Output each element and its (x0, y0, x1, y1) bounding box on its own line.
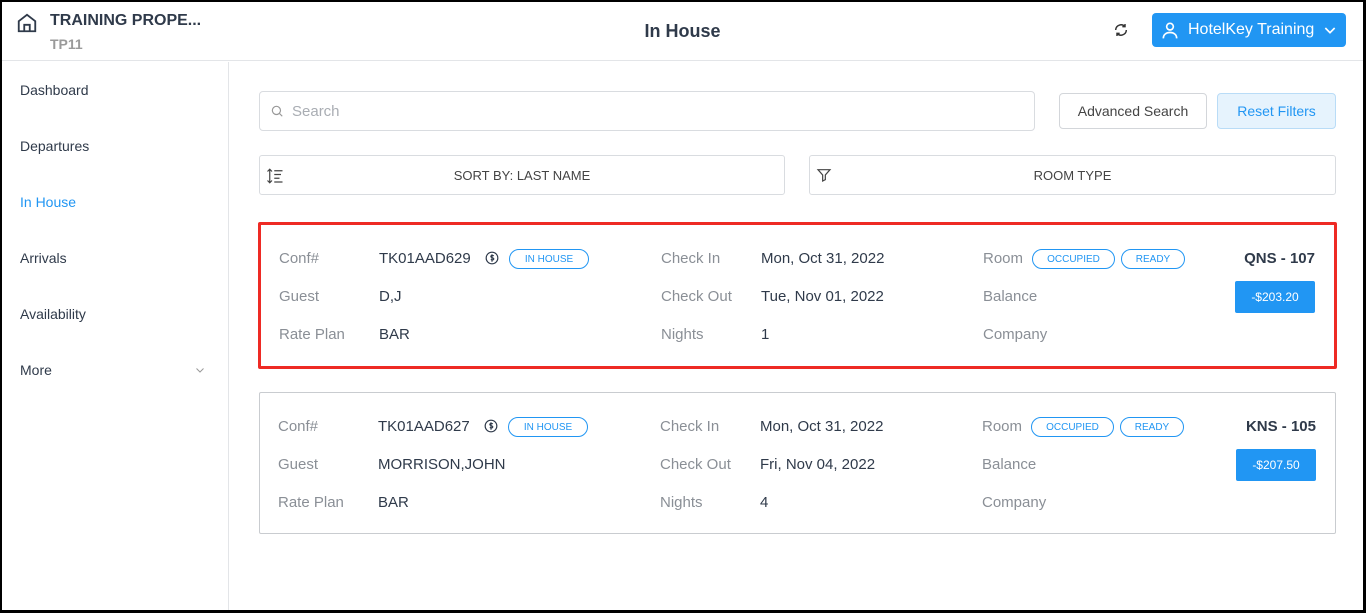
guest-label: Guest (278, 456, 319, 473)
guest-label: Guest (279, 288, 320, 305)
conf-number: TK01AAD627 (378, 418, 470, 435)
company-label: Company (983, 326, 1048, 343)
dollar-icon (485, 251, 499, 265)
nights-label: Nights (660, 494, 703, 511)
room-label: Room (983, 250, 1024, 267)
check-in-label: Check In (661, 250, 721, 267)
room-type-filter[interactable]: ROOM TYPE (809, 155, 1336, 195)
guest-name[interactable]: MORRISON,JOHN (378, 456, 506, 473)
conf-label: Conf# (279, 250, 320, 267)
housekeeping-badge: READY (1121, 249, 1185, 269)
reservation-card[interactable]: Conf# TK01AAD627 IN HOUSE Guest MORRISON… (259, 392, 1336, 534)
filter-icon (816, 169, 832, 182)
room-number: QNS - 107 (1244, 250, 1315, 267)
check-out-label: Check Out (661, 288, 732, 305)
room-status-badge: OCCUPIED (1031, 417, 1114, 437)
search-icon (271, 105, 283, 117)
company-label: Company (982, 494, 1047, 511)
check-out-date: Tue, Nov 01, 2022 (761, 288, 884, 305)
sidebar-item-arrivals[interactable]: Arrivals (20, 250, 67, 266)
check-in-date: Mon, Oct 31, 2022 (760, 418, 884, 435)
sidebar-item-dashboard[interactable]: Dashboard (20, 82, 89, 98)
conf-label: Conf# (278, 418, 319, 435)
property-name[interactable]: TRAINING PROPE... (50, 12, 202, 29)
user-icon (1162, 22, 1178, 39)
sort-label: SORT BY: LAST NAME (453, 167, 591, 183)
advanced-search-button[interactable]: Advanced Search (1059, 93, 1207, 129)
check-out-label: Check Out (660, 456, 731, 473)
reservation-card[interactable]: Conf# TK01AAD629 IN HOUSE Guest D,J Rate… (258, 222, 1337, 369)
dollar-icon (484, 419, 498, 433)
user-label: HotelKey Training (1188, 21, 1315, 38)
room-status-badge: OCCUPIED (1032, 249, 1115, 269)
chevron-down-icon (196, 368, 204, 373)
sort-icon (267, 168, 283, 184)
nights: 4 (760, 494, 769, 511)
room-type-label: ROOM TYPE (1033, 167, 1112, 183)
search-input[interactable]: Search (259, 91, 1035, 131)
sidebar-item-departures[interactable]: Departures (20, 138, 90, 154)
sidebar-item-more[interactable]: More (20, 362, 52, 378)
check-in-label: Check In (660, 418, 720, 435)
guest-name[interactable]: D,J (379, 288, 402, 305)
check-in-date: Mon, Oct 31, 2022 (761, 250, 885, 267)
rate-plan: BAR (378, 494, 409, 511)
balance-button[interactable]: -$207.50 (1236, 449, 1316, 481)
status-badge: IN HOUSE (508, 417, 588, 437)
sidebar: Dashboard Departures In House Arrivals A… (2, 62, 229, 610)
sidebar-item-availability[interactable]: Availability (20, 306, 86, 322)
balance-label: Balance (982, 456, 1037, 473)
header: TRAINING PROPE... TP11 In House HotelKey… (2, 2, 1363, 61)
chevron-down-icon (1325, 27, 1336, 34)
check-out-date: Fri, Nov 04, 2022 (760, 456, 876, 473)
rate-plan-label: Rate Plan (279, 326, 345, 343)
nights: 1 (761, 326, 770, 343)
balance-button[interactable]: -$203.20 (1235, 281, 1315, 313)
rate-plan-label: Rate Plan (278, 494, 344, 511)
status-badge: IN HOUSE (509, 249, 589, 269)
refresh-icon[interactable] (1113, 22, 1129, 38)
nights-label: Nights (661, 326, 704, 343)
sort-dropdown[interactable]: SORT BY: LAST NAME (259, 155, 785, 195)
search-placeholder: Search (292, 102, 340, 120)
housekeeping-badge: READY (1120, 417, 1184, 437)
property-code: TP11 (50, 36, 83, 52)
room-number: KNS - 105 (1245, 418, 1316, 435)
reset-filters-button[interactable]: Reset Filters (1217, 93, 1336, 129)
sidebar-item-in-house[interactable]: In House (20, 194, 77, 210)
conf-number: TK01AAD629 (379, 250, 471, 267)
home-icon[interactable] (16, 12, 38, 34)
user-menu-button[interactable]: HotelKey Training (1152, 13, 1346, 47)
room-label: Room (982, 418, 1023, 435)
rate-plan: BAR (379, 326, 410, 343)
balance-label: Balance (983, 288, 1038, 305)
